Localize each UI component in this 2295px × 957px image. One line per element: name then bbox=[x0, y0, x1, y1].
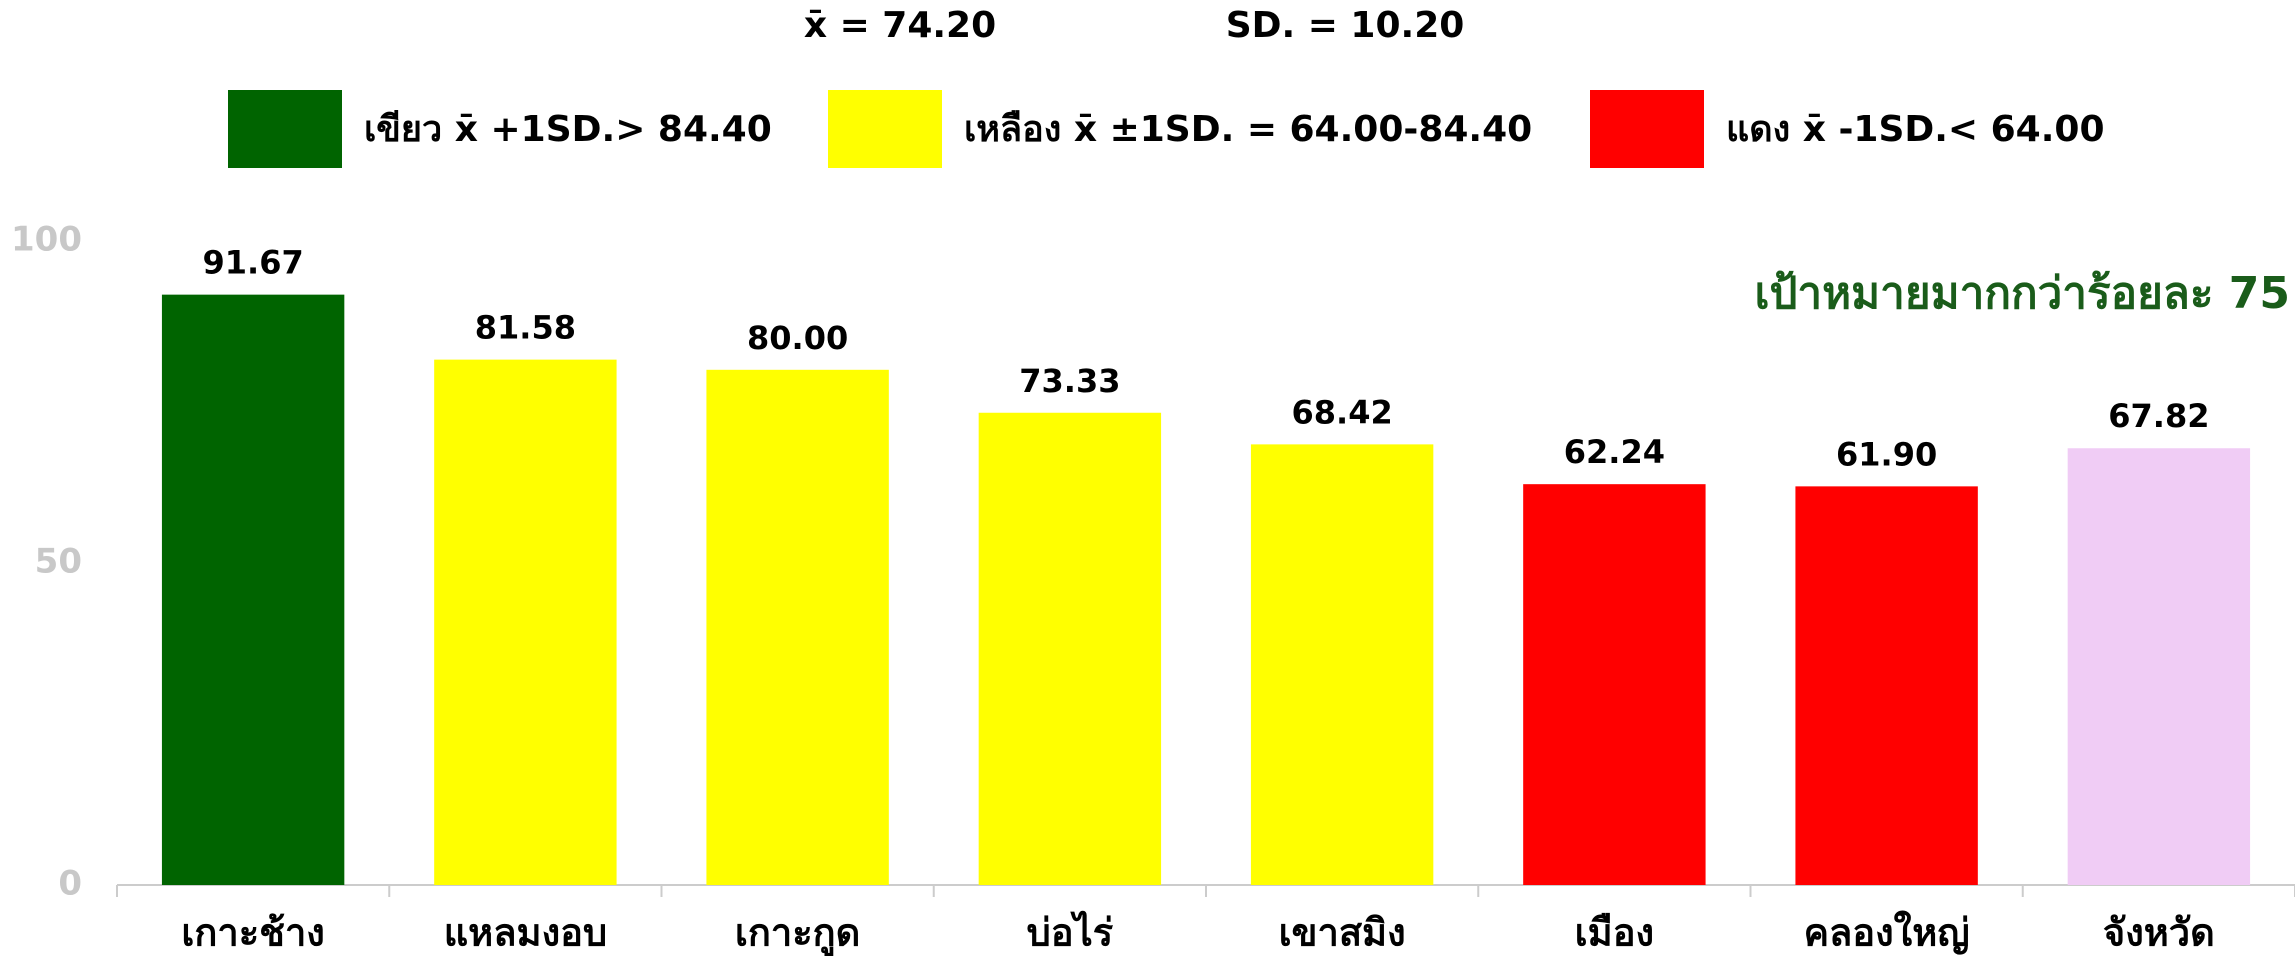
legend-label: เหลือง x̄ ±1SD. = 64.00-84.40 bbox=[964, 109, 1532, 150]
bar bbox=[1523, 484, 1706, 885]
x-tick-label: แหลมงอบ bbox=[444, 911, 607, 955]
x-tick-label: บ่อไร่ bbox=[1027, 911, 1114, 955]
legend-swatch bbox=[828, 90, 942, 168]
value-label: 67.82 bbox=[2108, 397, 2209, 435]
bar bbox=[434, 359, 617, 886]
value-label: 62.24 bbox=[1564, 433, 1665, 471]
y-tick-label: 50 bbox=[35, 542, 82, 582]
bar bbox=[1795, 486, 1978, 885]
bar bbox=[161, 294, 345, 885]
y-tick-label: 0 bbox=[58, 864, 82, 904]
x-tick-label: คลองใหญ่ bbox=[1804, 911, 1970, 955]
value-label: 61.90 bbox=[1836, 435, 1937, 473]
y-tick-label: 100 bbox=[11, 220, 82, 260]
x-tick-label: เมือง bbox=[1575, 911, 1654, 955]
value-label: 73.33 bbox=[1019, 362, 1120, 400]
value-label: 91.67 bbox=[203, 244, 304, 282]
bar bbox=[978, 412, 1162, 885]
x-tick-label: เขาสมิง bbox=[1279, 911, 1406, 955]
bar bbox=[2067, 448, 2251, 885]
x-tick-label: เกาะช้าง bbox=[181, 911, 324, 955]
bar bbox=[1250, 444, 1434, 885]
legend-swatch bbox=[1590, 90, 1704, 168]
mean-label: x̄ = 74.20 bbox=[804, 5, 996, 46]
legend-label: เขียว x̄ +1SD.> 84.40 bbox=[364, 109, 772, 150]
legend-swatch bbox=[228, 90, 342, 168]
x-tick-label: จังหวัด bbox=[2103, 911, 2215, 955]
value-label: 68.42 bbox=[1292, 393, 1393, 431]
legend-label: แดง x̄ -1SD.< 64.00 bbox=[1726, 109, 2105, 150]
x-tick-label: เกาะกูด bbox=[735, 911, 860, 957]
bar bbox=[706, 369, 889, 885]
annotation: เป้าหมายมากกว่าร้อยละ 75 bbox=[1754, 268, 2290, 319]
sd-label: SD. = 10.20 bbox=[1226, 5, 1465, 46]
value-label: 81.58 bbox=[475, 309, 576, 347]
value-label: 80.00 bbox=[747, 319, 848, 357]
